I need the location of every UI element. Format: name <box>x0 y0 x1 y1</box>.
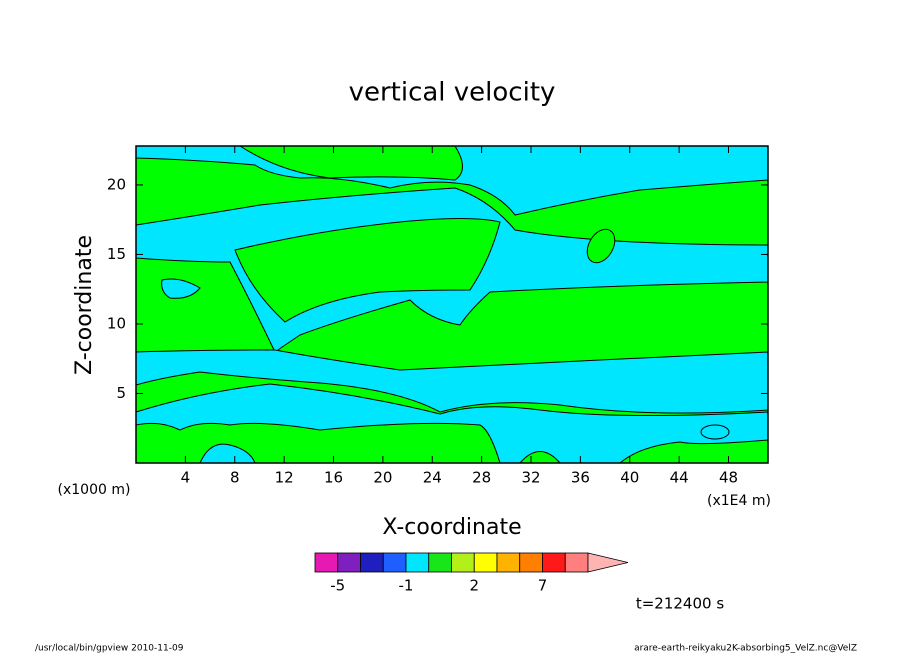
x-tick-label: 40 <box>620 469 639 487</box>
y-tick-label: 5 <box>116 384 126 402</box>
y-tick-label: 10 <box>107 314 126 332</box>
x-tick-label: 12 <box>275 469 294 487</box>
colorbar-tick-label: 7 <box>538 577 548 595</box>
y-tick-label: 20 <box>107 175 126 193</box>
contour-region <box>586 228 616 264</box>
contour-field <box>135 145 769 464</box>
colorbar-segment <box>428 552 452 573</box>
contour-region <box>135 383 769 464</box>
x-tick-label: 36 <box>571 469 590 487</box>
x-tick-label: 4 <box>181 469 191 487</box>
x-unit-label: (x1E4 m) <box>707 493 771 509</box>
colorbar-segment <box>564 552 589 573</box>
colorbar-segment <box>405 552 430 573</box>
colorbar-tick-label: -5 <box>330 577 345 595</box>
x-tick-label: 28 <box>472 469 491 487</box>
colorbar-segment <box>314 552 339 573</box>
colorbar-segment <box>519 552 543 573</box>
y-tick-label: 15 <box>107 245 126 263</box>
contour-region <box>234 218 501 323</box>
colorbar-segment <box>382 552 407 573</box>
contour-region <box>199 443 256 464</box>
colorbar-segment <box>542 552 566 573</box>
colorbar-segment <box>496 552 521 573</box>
colorbar-tick-label: 2 <box>469 577 479 595</box>
colorbar-extension <box>587 552 629 573</box>
x-tick-label: 44 <box>670 469 689 487</box>
y-axis-title: Z-coordinate <box>72 235 97 375</box>
time-label: t=212400 s <box>636 595 724 613</box>
colorbar-segment <box>360 552 384 573</box>
chart-title: vertical velocity <box>349 78 556 108</box>
x-tick-label: 8 <box>230 469 240 487</box>
x-tick-label: 20 <box>373 469 392 487</box>
plot-frame <box>135 145 769 464</box>
x-axis-title: X-coordinate <box>382 515 521 540</box>
contour-region <box>238 145 463 181</box>
footer-left: /usr/local/bin/gpview 2010-11-09 <box>35 644 184 654</box>
colorbar-segment <box>451 552 475 573</box>
contour-region <box>161 278 201 299</box>
colorbar-segment <box>337 552 361 573</box>
x-tick-label: 48 <box>719 469 738 487</box>
x-tick-label: 32 <box>521 469 540 487</box>
colorbar-tick-label: -1 <box>399 577 414 595</box>
colorbar-segment <box>473 552 498 573</box>
x-unit-label: (x1000 m) <box>58 482 131 498</box>
contour-region <box>135 349 769 414</box>
contour-region <box>700 424 730 440</box>
x-tick-label: 24 <box>423 469 442 487</box>
x-tick-label: 16 <box>324 469 343 487</box>
footer-right: arare-earth-reikyaku2K-absorbing5_VelZ.n… <box>634 644 857 654</box>
